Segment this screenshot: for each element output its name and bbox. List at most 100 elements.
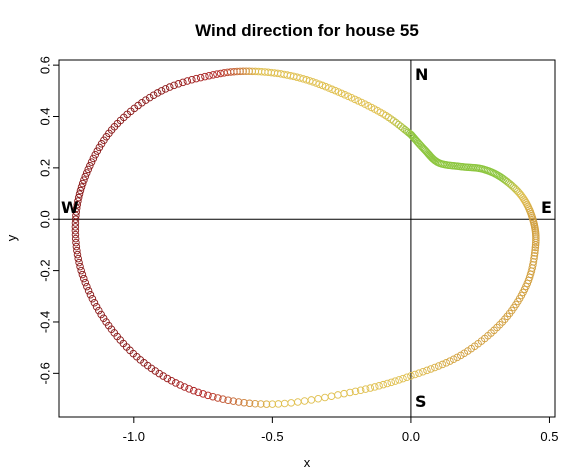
data-point [72, 208, 80, 216]
data-point [95, 306, 103, 315]
data-point [192, 74, 201, 83]
data-point [242, 67, 250, 75]
data-point [201, 72, 209, 81]
data-point [90, 299, 99, 307]
data-point [423, 366, 431, 375]
data-point [325, 84, 333, 92]
data-point [344, 92, 352, 101]
data-point [84, 165, 92, 174]
y-axis: -0.6 -0.4 -0.2 0.0 0.2 0.4 0.6 [38, 56, 59, 385]
data-point [438, 360, 447, 369]
data-point [233, 67, 241, 76]
x-tick-label: -0.5 [261, 429, 283, 444]
chart-title: Wind direction for house 55 [195, 21, 419, 40]
data-point [204, 391, 212, 400]
data-point [387, 115, 395, 123]
data-point [180, 383, 189, 391]
data-point [530, 252, 539, 260]
data-point [287, 399, 295, 407]
data-points [71, 67, 540, 408]
compass-north-label: N [415, 65, 428, 84]
y-tick-label: 0.2 [38, 159, 53, 177]
data-point [97, 310, 105, 319]
data-point [161, 85, 170, 93]
data-point [167, 376, 176, 385]
data-point [77, 266, 85, 275]
data-point [91, 151, 100, 159]
data-point [495, 320, 504, 329]
data-point [159, 372, 167, 380]
compass-east-label: E [541, 198, 552, 217]
data-point [87, 158, 96, 166]
data-point [149, 91, 158, 99]
data-point [99, 314, 108, 323]
data-point [257, 400, 265, 408]
data-point [134, 101, 142, 110]
data-point [300, 397, 309, 405]
data-point [251, 399, 259, 408]
data-point [375, 382, 383, 390]
data-point [229, 397, 238, 405]
data-point [371, 383, 379, 391]
data-point [72, 211, 80, 220]
data-point [411, 370, 419, 379]
data-point [71, 219, 80, 227]
reference-lines [59, 60, 555, 417]
data-point [431, 363, 439, 372]
data-point [314, 394, 322, 403]
data-point [174, 80, 183, 88]
data-point [80, 274, 88, 283]
data-point [102, 318, 110, 326]
data-point [356, 386, 365, 394]
data-point [412, 136, 421, 145]
data-point [170, 81, 178, 90]
data-point [309, 78, 317, 86]
data-point [315, 80, 324, 88]
data-point [194, 388, 203, 397]
data-point [213, 70, 221, 78]
data-point [189, 386, 198, 395]
data-point [351, 387, 360, 396]
data-point [73, 250, 82, 259]
data-point [188, 76, 196, 84]
data-point [341, 91, 349, 99]
data-point [532, 236, 540, 244]
data-point [72, 204, 81, 212]
data-point [442, 359, 450, 367]
data-point [145, 93, 154, 102]
data-point [209, 392, 217, 401]
data-point [351, 95, 359, 104]
data-point [389, 117, 398, 125]
x-axis: -1.0 -0.5 0.0 0.5 [123, 417, 558, 444]
data-point [407, 372, 415, 380]
data-point [76, 262, 84, 271]
data-point [427, 365, 435, 373]
data-point [205, 71, 213, 80]
data-point [77, 183, 86, 191]
data-point [419, 368, 427, 376]
data-point [86, 291, 95, 299]
data-point [239, 67, 247, 75]
data-point [86, 162, 94, 170]
x-tick-label: 0.0 [402, 429, 420, 444]
data-point [240, 398, 248, 407]
data-point [446, 357, 454, 365]
data-point [74, 254, 82, 263]
data-point [82, 169, 91, 177]
data-point [163, 374, 172, 383]
data-point [78, 179, 87, 188]
data-point [321, 393, 329, 402]
data-point [457, 351, 465, 360]
data-point [196, 73, 205, 82]
data-point [531, 241, 540, 249]
x-tick-label: 0.5 [540, 429, 558, 444]
data-point [73, 246, 81, 255]
data-point [379, 380, 387, 389]
data-point [81, 172, 90, 181]
data-point [361, 385, 370, 393]
data-point [268, 400, 277, 408]
data-point [72, 238, 80, 247]
plot-frame [58, 59, 556, 418]
data-point [404, 128, 413, 137]
